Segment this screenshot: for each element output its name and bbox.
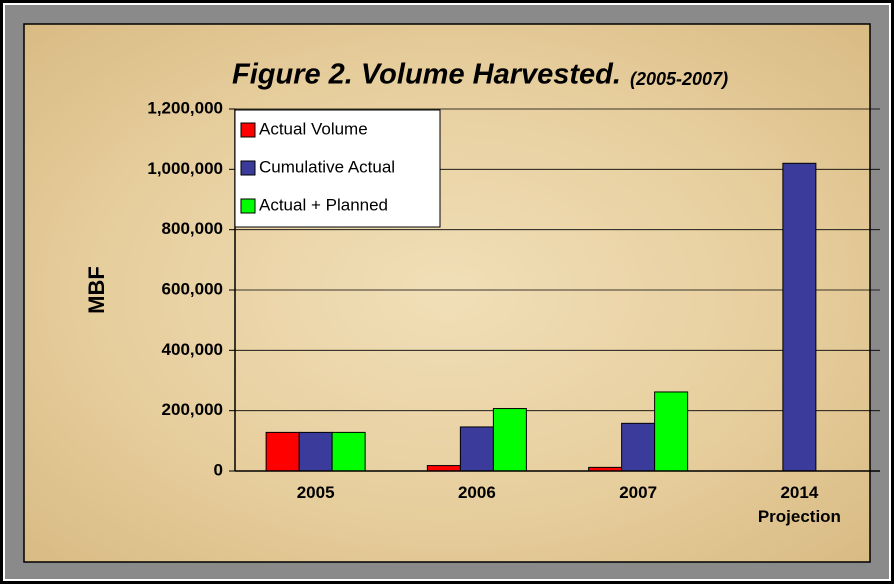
legend-label: Cumulative Actual xyxy=(259,157,395,176)
y-tick-label: 0 xyxy=(214,460,223,479)
bar xyxy=(298,431,333,472)
x-tick-label: 2005 xyxy=(296,483,335,502)
y-tick-label: 800,000 xyxy=(162,219,223,238)
chart-title: Figure 2. Volume Harvested. xyxy=(232,59,621,91)
chart-subtitle: (2005-2007) xyxy=(630,69,728,89)
y-tick-label: 1,000,000 xyxy=(147,159,223,178)
bar xyxy=(265,431,300,472)
y-tick-label: 200,000 xyxy=(162,400,223,419)
bar xyxy=(426,465,461,472)
legend-swatch xyxy=(240,122,256,138)
y-tick-label: 600,000 xyxy=(162,279,223,298)
x-tick-label: 2006 xyxy=(457,483,496,502)
y-axis-label: MBF xyxy=(84,266,109,314)
x-tick-label: 2014 Projection xyxy=(757,483,841,526)
legend-label: Actual + Planned xyxy=(259,195,388,214)
y-tick-label: 400,000 xyxy=(162,340,223,359)
bar xyxy=(459,426,494,472)
y-tick-label: 1,200,000 xyxy=(147,98,223,117)
x-tick-label: 2007 xyxy=(619,483,658,502)
bar xyxy=(492,408,527,472)
bar xyxy=(782,162,817,472)
legend-swatch xyxy=(240,160,256,176)
legend-label: Actual Volume xyxy=(259,119,368,138)
chart-background xyxy=(23,23,871,563)
bar xyxy=(654,391,689,472)
legend xyxy=(234,109,441,228)
legend-swatch xyxy=(240,198,256,214)
bar xyxy=(621,422,656,472)
bar xyxy=(331,431,366,472)
